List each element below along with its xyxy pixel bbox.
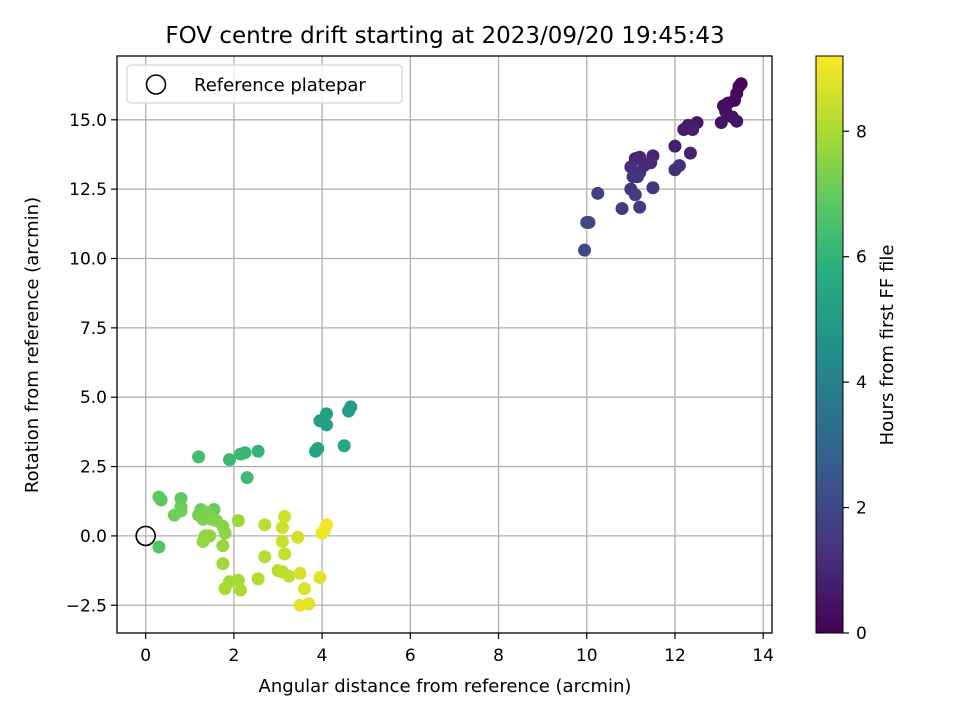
data-point: [234, 447, 248, 461]
x-tick-label: 0: [140, 646, 151, 666]
data-point: [152, 540, 166, 554]
x-tick-label: 14: [752, 646, 774, 666]
data-point: [580, 215, 594, 229]
y-tick-label: 15.0: [69, 111, 107, 131]
legend-marker-icon: [145, 74, 167, 95]
colorbar: 0 2 4 6 8 Hours from first FF file: [815, 55, 898, 644]
data-point: [222, 453, 236, 467]
data-point: [240, 471, 254, 485]
x-tick-label: 2: [228, 646, 239, 666]
legend-box: [126, 64, 403, 104]
data-point: [615, 202, 629, 216]
data-point: [275, 534, 289, 548]
y-tick-label: 10.0: [69, 250, 107, 270]
legend-label: Reference platepar: [194, 75, 366, 96]
x-tick-label: 4: [317, 646, 328, 666]
data-point: [275, 521, 289, 535]
data-point: [196, 534, 210, 548]
data-point: [714, 116, 728, 130]
data-point: [730, 114, 744, 128]
data-point: [293, 598, 307, 612]
x-tick-label: 6: [405, 646, 416, 666]
y-tick-label: −2.5: [66, 596, 107, 616]
data-point: [591, 186, 605, 200]
x-tick-label: 8: [493, 646, 504, 666]
colorbar-tick-label: 0: [856, 624, 867, 644]
data-point: [646, 181, 660, 195]
x-axis-label: Angular distance from reference (arcmin): [259, 676, 632, 697]
data-point: [308, 444, 322, 458]
data-point: [282, 569, 296, 583]
legend: Reference platepar: [126, 64, 403, 104]
data-point: [668, 139, 682, 153]
data-point: [216, 557, 230, 571]
colorbar-tick-label: 8: [856, 122, 867, 142]
data-point: [278, 547, 292, 561]
data-point: [216, 539, 230, 553]
data-point: [320, 518, 334, 532]
data-point: [337, 439, 351, 453]
data-point: [628, 188, 642, 202]
reference-platepar-marker: [135, 525, 156, 547]
data-point: [251, 444, 265, 458]
y-tick-label: 12.5: [69, 180, 107, 200]
data-point: [313, 571, 327, 585]
colorbar-tick-label: 4: [856, 373, 867, 393]
data-point: [342, 404, 356, 418]
data-point: [218, 526, 232, 540]
y-tick-label: 0.0: [80, 527, 107, 547]
data-point: [668, 163, 682, 177]
x-tick-label: 12: [664, 646, 686, 666]
y-tick-label: 7.5: [80, 319, 107, 339]
data-point: [192, 450, 206, 464]
data-points: [152, 77, 748, 612]
x-tick-label: 10: [576, 646, 598, 666]
data-point: [633, 200, 647, 214]
data-point: [293, 566, 307, 580]
data-point: [291, 530, 305, 544]
data-point: [167, 508, 181, 522]
colorbar-label: Hours from first FF file: [877, 245, 898, 446]
data-point: [218, 582, 232, 596]
data-point: [320, 418, 334, 432]
data-point: [297, 582, 311, 596]
data-point: [251, 572, 265, 586]
data-point: [578, 243, 592, 257]
chart-title: FOV centre drift starting at 2023/09/20 …: [165, 23, 724, 49]
colorbar-ticks: 0 2 4 6 8: [843, 122, 867, 644]
y-axis-label: Rotation from reference (arcmin): [22, 197, 43, 493]
data-point: [278, 509, 292, 523]
data-point: [683, 146, 697, 160]
y-axis-ticks: −2.5 0.0 2.5 5.0 7.5 10.0 12.5 15.0: [66, 111, 117, 616]
data-point: [234, 583, 248, 597]
y-tick-label: 2.5: [80, 458, 107, 478]
data-point: [630, 170, 644, 184]
plot-frame: [116, 55, 773, 634]
data-point: [258, 550, 272, 564]
colorbar-tick-label: 6: [856, 248, 867, 268]
x-axis-ticks: 0 2 4 6 8 10 12 14: [140, 633, 774, 666]
data-point: [231, 514, 245, 528]
colorbar-gradient: [815, 55, 844, 634]
data-point: [686, 123, 700, 137]
data-point: [231, 573, 245, 587]
data-point: [258, 518, 272, 532]
data-point: [154, 493, 168, 507]
colorbar-tick-label: 2: [856, 499, 867, 519]
grid-lines: [117, 56, 772, 633]
y-tick-label: 5.0: [80, 388, 107, 408]
